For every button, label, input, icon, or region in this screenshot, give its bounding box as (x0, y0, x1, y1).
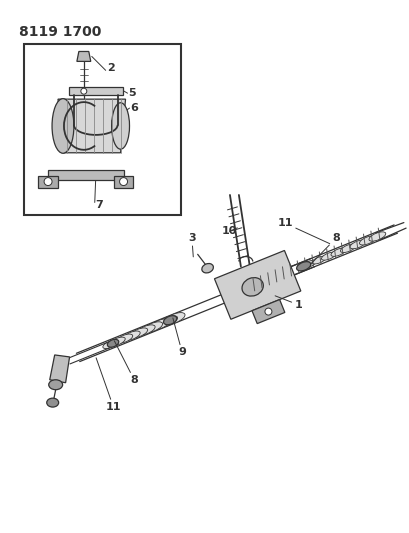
Ellipse shape (349, 240, 365, 249)
Ellipse shape (119, 177, 127, 185)
Ellipse shape (164, 312, 184, 324)
Text: 5: 5 (128, 88, 136, 98)
Bar (24, 44, 181, 215)
Ellipse shape (81, 88, 87, 94)
Text: 7: 7 (96, 200, 103, 211)
Text: 6: 6 (130, 103, 138, 113)
Ellipse shape (368, 232, 385, 241)
Ellipse shape (130, 328, 147, 338)
Text: 3: 3 (188, 233, 195, 257)
Polygon shape (76, 52, 90, 61)
Ellipse shape (111, 103, 129, 149)
Ellipse shape (302, 260, 315, 268)
Text: 11: 11 (96, 358, 121, 412)
Polygon shape (252, 300, 284, 324)
Text: 4: 4 (0, 532, 1, 533)
Ellipse shape (264, 308, 271, 315)
Ellipse shape (339, 244, 355, 253)
Ellipse shape (311, 256, 325, 264)
Ellipse shape (359, 236, 375, 245)
Ellipse shape (49, 380, 63, 390)
Ellipse shape (110, 337, 125, 346)
Polygon shape (49, 355, 70, 383)
Text: 8: 8 (310, 233, 339, 264)
Ellipse shape (151, 319, 170, 329)
Ellipse shape (116, 334, 133, 343)
Polygon shape (69, 87, 122, 95)
Ellipse shape (137, 325, 155, 335)
Text: 8119 1700: 8119 1700 (19, 25, 101, 39)
Ellipse shape (330, 248, 345, 256)
Ellipse shape (144, 322, 162, 332)
Polygon shape (58, 99, 125, 153)
Text: 10: 10 (221, 226, 237, 236)
Ellipse shape (47, 398, 58, 407)
Text: 8: 8 (114, 341, 138, 385)
Text: 9: 9 (173, 318, 186, 358)
Text: 11: 11 (277, 219, 329, 244)
Ellipse shape (103, 340, 117, 349)
Ellipse shape (321, 252, 335, 260)
Ellipse shape (44, 177, 52, 185)
Polygon shape (214, 251, 300, 319)
Text: 1: 1 (274, 296, 301, 310)
Ellipse shape (241, 278, 263, 296)
Ellipse shape (157, 316, 177, 327)
Ellipse shape (52, 99, 74, 154)
Ellipse shape (163, 316, 176, 325)
Polygon shape (48, 169, 123, 180)
Ellipse shape (107, 340, 119, 347)
Ellipse shape (201, 263, 213, 273)
Polygon shape (113, 175, 133, 188)
Ellipse shape (296, 262, 310, 271)
Ellipse shape (123, 331, 140, 341)
Text: 2: 2 (106, 63, 114, 74)
Polygon shape (38, 175, 58, 188)
